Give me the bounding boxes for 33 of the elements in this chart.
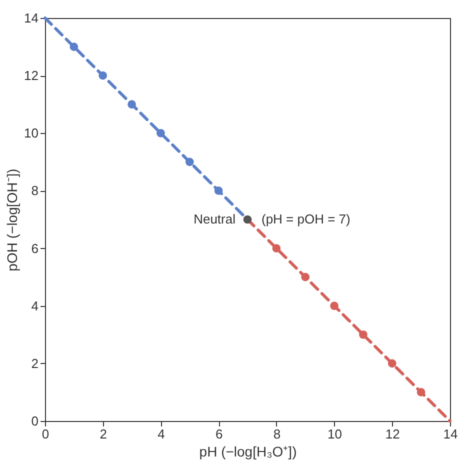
x-axis-title: pH (−log[H₃O⁺]) [199, 444, 297, 460]
x-tick-label: 2 [100, 426, 107, 442]
point [185, 158, 194, 166]
x-tick-label: 4 [158, 426, 165, 442]
x-tick-label: 10 [328, 426, 342, 442]
x-tick-label: 0 [42, 426, 50, 442]
point [214, 186, 223, 195]
x-tick-label: 14 [443, 426, 458, 442]
point [243, 215, 252, 224]
point [416, 388, 426, 396]
x-tick-label: 6 [215, 426, 223, 442]
y-axis-title: pOH (−log[OH⁻]) [4, 168, 20, 272]
y-tick-label: 14 [24, 10, 38, 26]
point [156, 128, 165, 138]
y-tick-label: 8 [31, 183, 38, 198]
point [272, 244, 281, 252]
x-tick-label: 12 [385, 426, 400, 442]
x-tick-label: 8 [273, 426, 281, 442]
y-tick-label: 10 [24, 126, 38, 141]
point [330, 302, 338, 310]
y-tick-label: 6 [31, 240, 38, 256]
y-tick-label: 2 [31, 356, 38, 371]
y-tick-label: 0 [31, 414, 38, 428]
y-tick-label: 4 [31, 298, 38, 314]
point [388, 359, 396, 368]
point [128, 100, 136, 109]
point [301, 272, 310, 282]
point [70, 42, 78, 51]
annotation: Neutral [194, 212, 236, 226]
y-tick-label: 12 [24, 68, 38, 84]
annotation: (pH = pOH = 7) [262, 212, 350, 226]
point [359, 330, 368, 339]
point [98, 71, 108, 80]
